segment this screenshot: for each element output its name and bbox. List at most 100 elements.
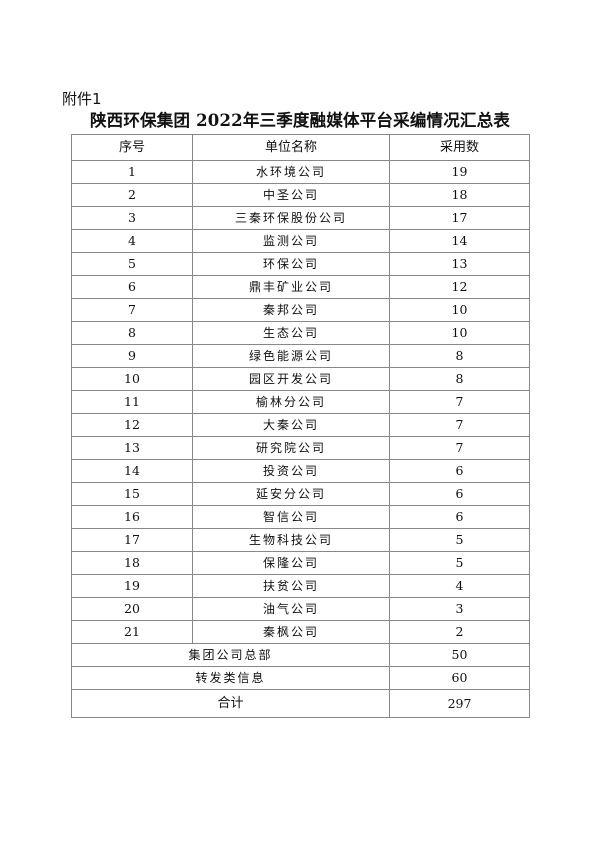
row-count: 14 xyxy=(389,229,530,253)
row-no: 2 xyxy=(71,183,193,207)
row-no: 14 xyxy=(71,459,193,483)
row-count: 6 xyxy=(389,459,530,483)
row-no: 17 xyxy=(71,528,193,552)
row-no: 15 xyxy=(71,482,193,506)
table-row: 11 榆林分公司 7 xyxy=(71,390,530,414)
row-name: 中圣公司 xyxy=(192,183,390,207)
table-row: 19 扶贫公司 4 xyxy=(71,574,530,598)
row-count: 18 xyxy=(389,183,530,207)
row-no: 3 xyxy=(71,206,193,230)
table-row: 16 智信公司 6 xyxy=(71,505,530,529)
row-no: 9 xyxy=(71,344,193,368)
row-no: 16 xyxy=(71,505,193,529)
table-row: 14 投资公司 6 xyxy=(71,459,530,483)
summary-name: 转发类信息 xyxy=(71,666,390,690)
total-label: 合计 xyxy=(71,689,390,718)
row-no: 1 xyxy=(71,160,193,184)
row-count: 12 xyxy=(389,275,530,299)
row-name: 园区开发公司 xyxy=(192,367,390,391)
row-no: 20 xyxy=(71,597,193,621)
header-name: 单位名称 xyxy=(192,134,390,161)
table-row: 6 鼎丰矿业公司 12 xyxy=(71,275,530,299)
table-row: 13 研究院公司 7 xyxy=(71,436,530,460)
table-row: 7 秦邦公司 10 xyxy=(71,298,530,322)
row-name: 生态公司 xyxy=(192,321,390,345)
row-count: 10 xyxy=(389,321,530,345)
row-no: 8 xyxy=(71,321,193,345)
row-count: 8 xyxy=(389,344,530,368)
total-row: 合计 297 xyxy=(71,689,530,718)
row-count: 6 xyxy=(389,482,530,506)
row-name: 研究院公司 xyxy=(192,436,390,460)
table-row: 10 园区开发公司 8 xyxy=(71,367,530,391)
row-count: 19 xyxy=(389,160,530,184)
row-name: 生物科技公司 xyxy=(192,528,390,552)
row-count: 17 xyxy=(389,206,530,230)
row-name: 投资公司 xyxy=(192,459,390,483)
row-name: 秦枫公司 xyxy=(192,620,390,644)
summary-row: 集团公司总部 50 xyxy=(71,643,530,667)
row-no: 19 xyxy=(71,574,193,598)
row-name: 三秦环保股份公司 xyxy=(192,206,390,230)
table-row: 9 绿色能源公司 8 xyxy=(71,344,530,368)
table-row: 20 油气公司 3 xyxy=(71,597,530,621)
table-row: 21 秦枫公司 2 xyxy=(71,620,530,644)
row-count: 7 xyxy=(389,390,530,414)
header-count: 采用数 xyxy=(389,134,530,161)
row-no: 7 xyxy=(71,298,193,322)
row-count: 4 xyxy=(389,574,530,598)
row-count: 3 xyxy=(389,597,530,621)
row-name: 保隆公司 xyxy=(192,551,390,575)
row-count: 7 xyxy=(389,413,530,437)
total-count: 297 xyxy=(389,689,530,718)
row-name: 智信公司 xyxy=(192,505,390,529)
row-name: 环保公司 xyxy=(192,252,390,276)
row-name: 秦邦公司 xyxy=(192,298,390,322)
row-no: 12 xyxy=(71,413,193,437)
table-row: 17 生物科技公司 5 xyxy=(71,528,530,552)
row-no: 11 xyxy=(71,390,193,414)
header-no: 序号 xyxy=(71,134,193,161)
row-name: 大秦公司 xyxy=(192,413,390,437)
attachment-label: 附件1 xyxy=(62,90,102,108)
row-name: 水环境公司 xyxy=(192,160,390,184)
table-row: 8 生态公司 10 xyxy=(71,321,530,345)
table-row: 4 监测公司 14 xyxy=(71,229,530,253)
row-name: 鼎丰矿业公司 xyxy=(192,275,390,299)
row-count: 10 xyxy=(389,298,530,322)
row-name: 油气公司 xyxy=(192,597,390,621)
summary-count: 50 xyxy=(389,643,530,667)
row-name: 延安分公司 xyxy=(192,482,390,506)
summary-row: 转发类信息 60 xyxy=(71,666,530,690)
row-name: 绿色能源公司 xyxy=(192,344,390,368)
row-name: 榆林分公司 xyxy=(192,390,390,414)
summary-count: 60 xyxy=(389,666,530,690)
row-count: 5 xyxy=(389,551,530,575)
row-count: 8 xyxy=(389,367,530,391)
row-no: 13 xyxy=(71,436,193,460)
row-name: 扶贫公司 xyxy=(192,574,390,598)
row-no: 6 xyxy=(71,275,193,299)
table-row: 3 三秦环保股份公司 17 xyxy=(71,206,530,230)
table-row: 1 水环境公司 19 xyxy=(71,160,530,184)
row-count: 2 xyxy=(389,620,530,644)
row-name: 监测公司 xyxy=(192,229,390,253)
table-row: 15 延安分公司 6 xyxy=(71,482,530,506)
table-header-row: 序号 单位名称 采用数 xyxy=(71,134,530,161)
summary-table: 序号 单位名称 采用数 1 水环境公司 19 2 中圣公司 18 3 三秦环保股份公司 17 4 监… xyxy=(71,134,530,718)
row-no: 5 xyxy=(71,252,193,276)
row-no: 4 xyxy=(71,229,193,253)
document-title: 陕西环保集团 2022年三季度融媒体平台采编情况汇总表 xyxy=(89,111,511,130)
table-row: 5 环保公司 13 xyxy=(71,252,530,276)
row-no: 10 xyxy=(71,367,193,391)
table-row: 12 大秦公司 7 xyxy=(71,413,530,437)
table-row: 18 保隆公司 5 xyxy=(71,551,530,575)
row-count: 7 xyxy=(389,436,530,460)
summary-name: 集团公司总部 xyxy=(71,643,390,667)
table-row: 2 中圣公司 18 xyxy=(71,183,530,207)
row-count: 5 xyxy=(389,528,530,552)
row-no: 18 xyxy=(71,551,193,575)
row-count: 6 xyxy=(389,505,530,529)
row-no: 21 xyxy=(71,620,193,644)
row-count: 13 xyxy=(389,252,530,276)
